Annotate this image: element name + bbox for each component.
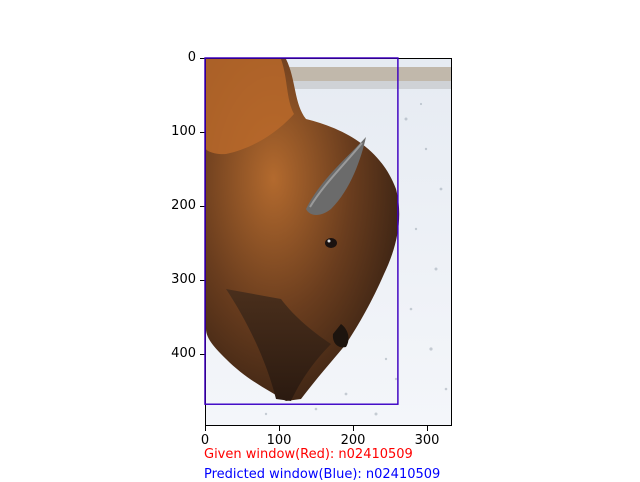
- x-tick-mark: [205, 426, 206, 431]
- x-tick-mark: [353, 426, 354, 431]
- bison-photo: [205, 58, 452, 426]
- y-tick-label: 100: [171, 124, 196, 139]
- x-tick-label: 0: [200, 433, 210, 448]
- y-tick-mark: [200, 280, 205, 281]
- x-tick-mark: [279, 426, 280, 431]
- horizon-brush: [266, 67, 451, 83]
- y-tick-label: 400: [171, 346, 196, 361]
- y-tick-mark: [200, 132, 205, 133]
- y-tick-label: 300: [171, 272, 196, 287]
- given-window-caption: Given window(Red): n02410509: [204, 447, 413, 462]
- x-tick-label: 100: [266, 433, 292, 448]
- x-tick-mark: [427, 426, 428, 431]
- y-tick-label: 200: [171, 198, 196, 213]
- bison-illustration: [206, 59, 451, 425]
- x-tick-label: 200: [340, 433, 366, 448]
- y-tick-mark: [200, 58, 205, 59]
- bison-eye: [325, 238, 337, 248]
- x-tick-label: 300: [414, 433, 440, 448]
- y-tick-mark: [200, 206, 205, 207]
- y-tick-mark: [200, 354, 205, 355]
- y-tick-label: 0: [187, 50, 196, 65]
- predicted-window-caption: Predicted window(Blue): n02410509: [204, 467, 441, 482]
